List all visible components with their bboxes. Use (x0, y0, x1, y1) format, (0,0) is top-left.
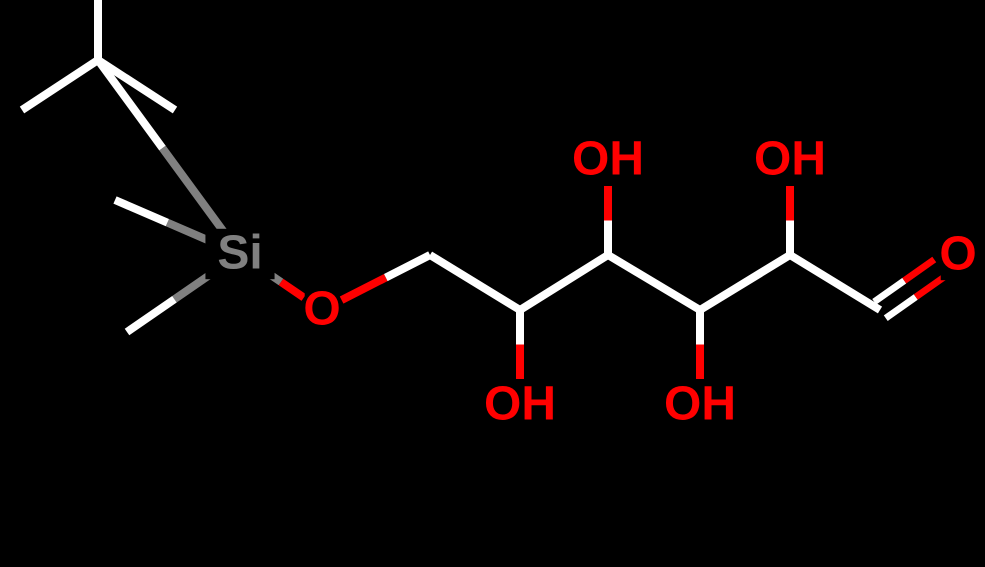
atom-O_ether: O (303, 283, 340, 336)
atom-Si: Si (217, 227, 262, 280)
atom-O_ald: O (939, 228, 976, 281)
atom-OH3: OH (664, 378, 736, 431)
atom-OH2: OH (754, 133, 826, 186)
molecule-diagram: Si O OH OH OH OH O (0, 0, 985, 567)
atom-OH5: OH (484, 378, 556, 431)
atom-OH4: OH (572, 133, 644, 186)
